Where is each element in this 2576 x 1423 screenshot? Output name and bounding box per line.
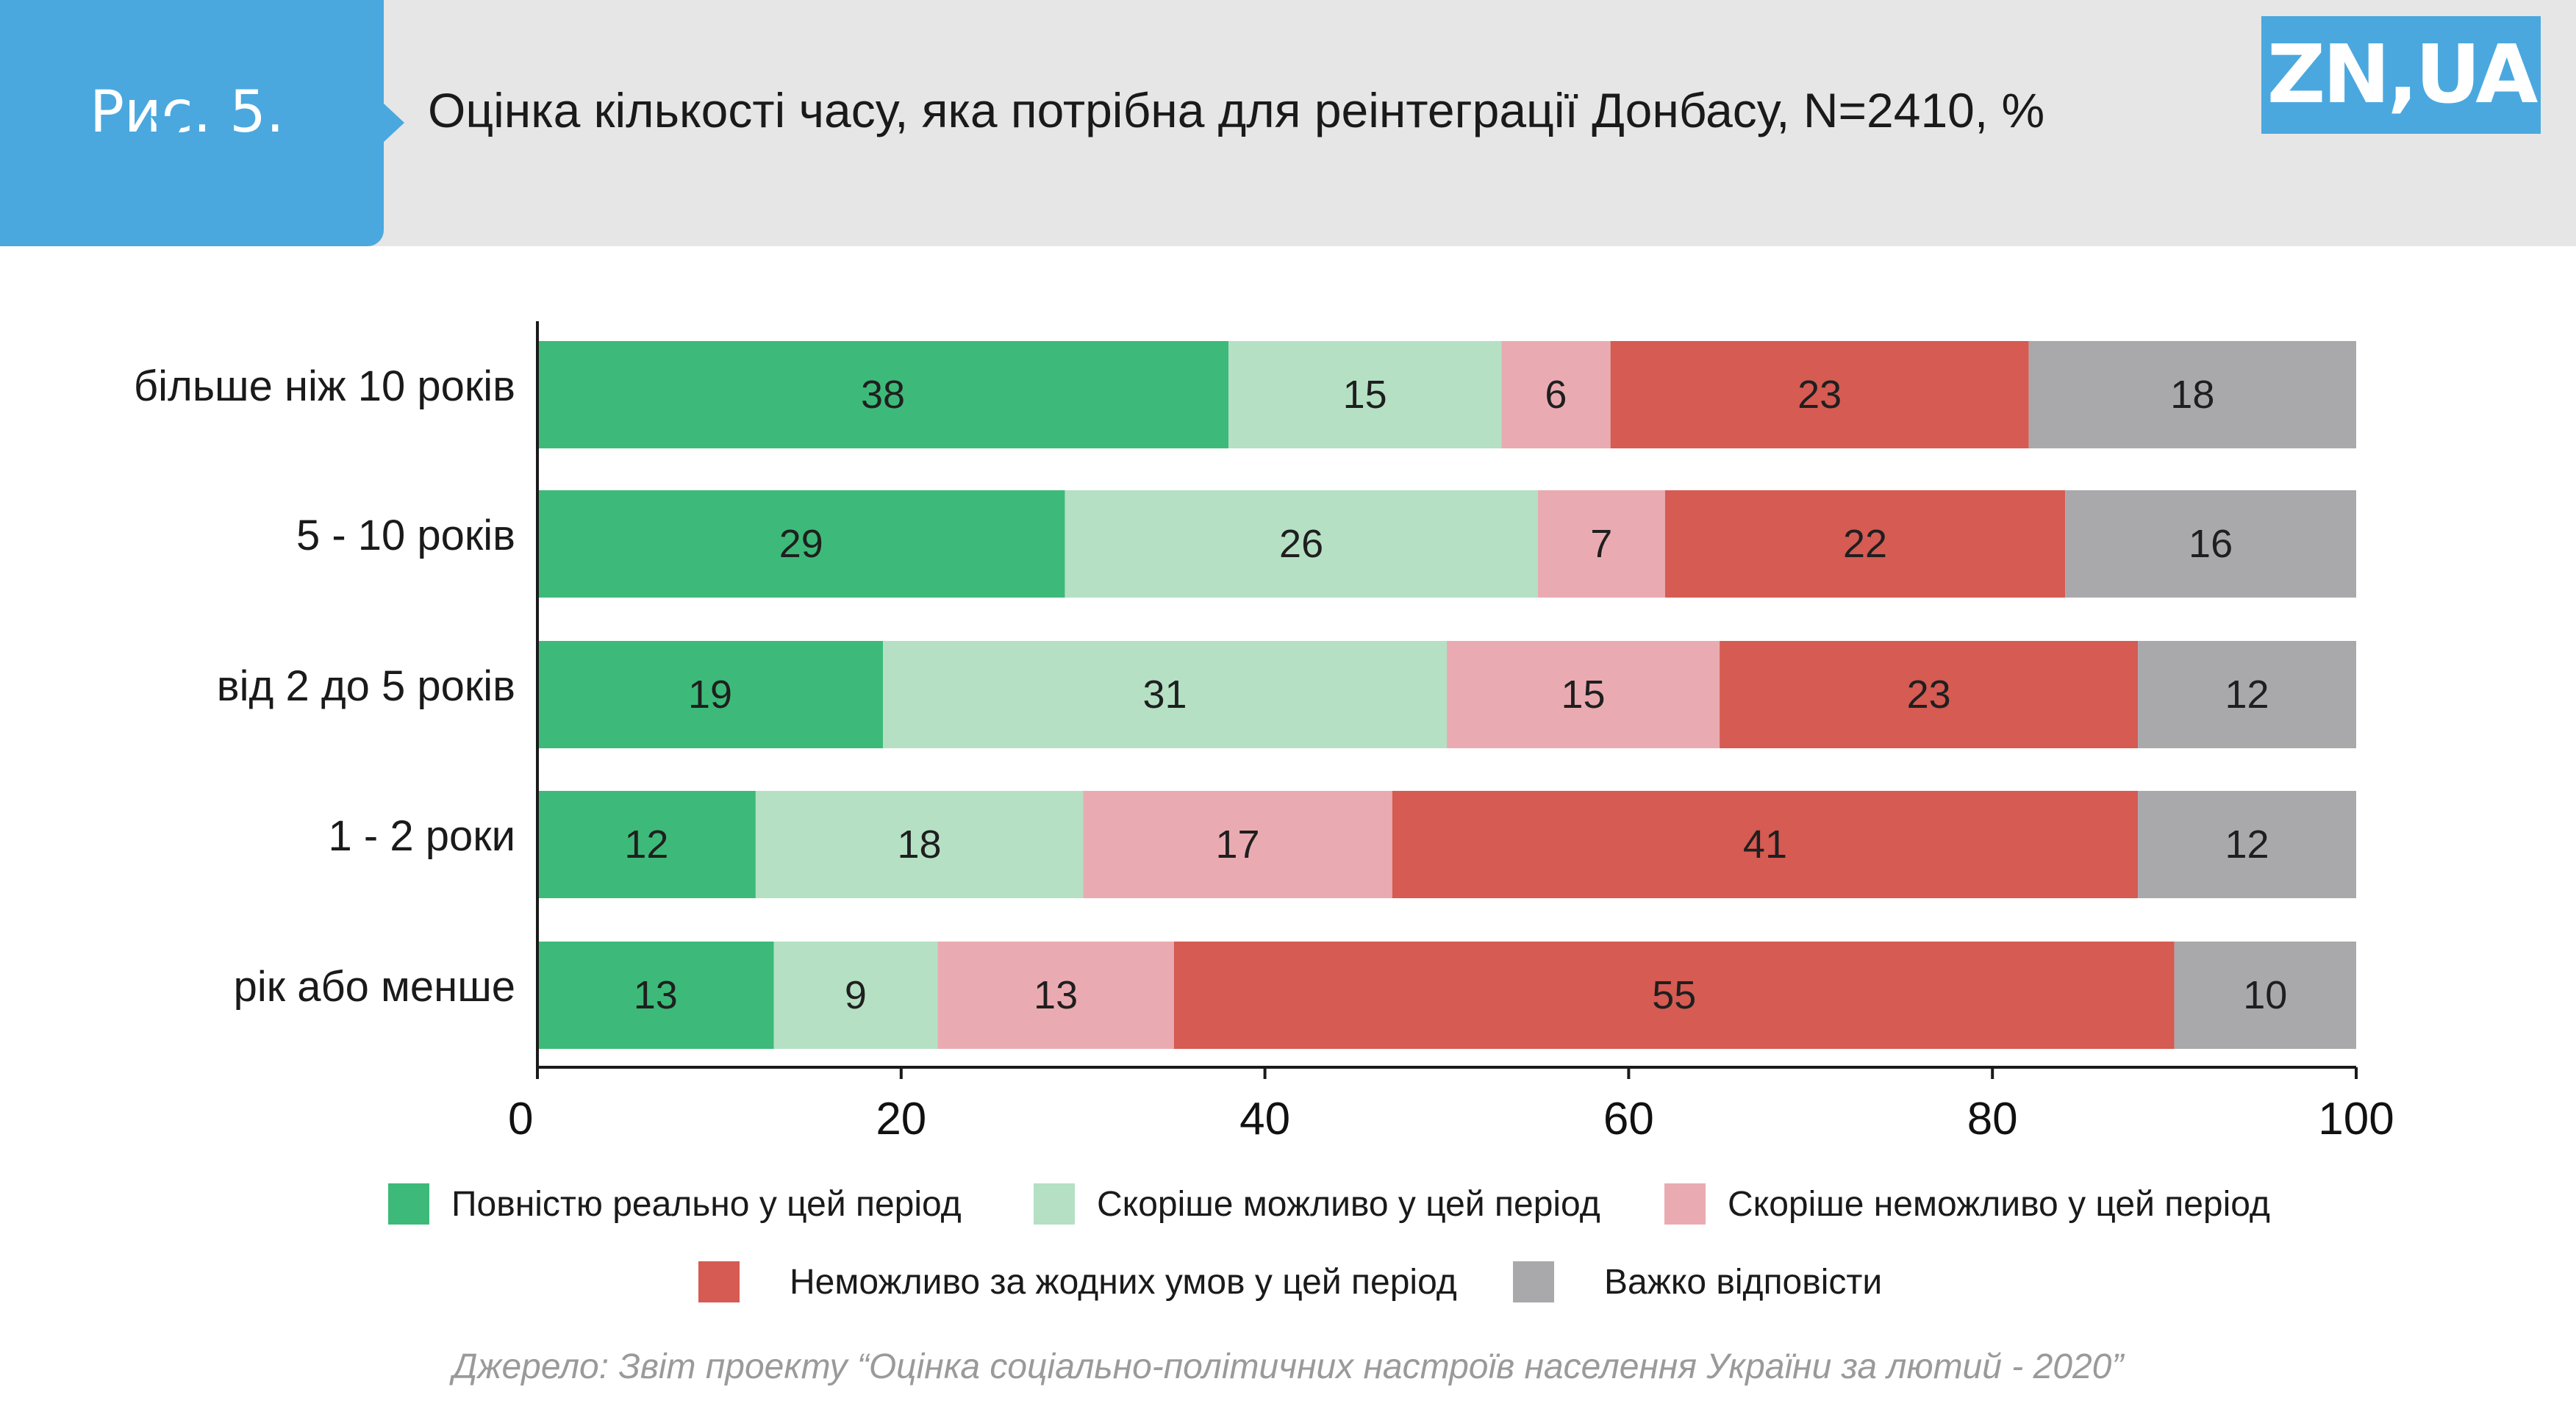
- source-note: Джерело: Звіт проекту “Оцінка соціально-…: [452, 1347, 2124, 1386]
- legend-label: Неможливо за жодних умов у цей період: [790, 1262, 1457, 1302]
- data-label: 19: [688, 673, 732, 717]
- x-tick-label: 40: [1239, 1094, 1290, 1144]
- data-label: 17: [1215, 822, 1259, 867]
- legend-swatch: [1664, 1183, 1706, 1225]
- legend-item: Важко відповісти: [1513, 1260, 1882, 1304]
- x-tick-label: 0: [508, 1094, 533, 1144]
- bar-segment: [1173, 942, 2175, 1049]
- bar-segment: [537, 942, 774, 1049]
- data-label: 12: [624, 822, 668, 867]
- data-label: 55: [1652, 973, 1696, 1017]
- bar-segment: [755, 791, 1084, 898]
- bar-segment: [1065, 490, 1538, 598]
- legend-label: Скоріше можливо у цей період: [1097, 1184, 1600, 1224]
- category-label: рік або менше: [234, 963, 515, 1011]
- legend-swatch: [1513, 1261, 1554, 1302]
- legend-swatch: [1034, 1183, 1075, 1225]
- bar-segment: [1392, 791, 2139, 898]
- data-label: 16: [2189, 522, 2233, 566]
- bar-segment: [2138, 791, 2356, 898]
- data-label: 6: [1545, 373, 1567, 417]
- category-label: більше ніж 10 років: [134, 362, 515, 410]
- data-label: 9: [845, 973, 867, 1017]
- data-label: 41: [1743, 822, 1787, 867]
- figure-tab-arrow: [382, 102, 404, 143]
- data-label: 12: [2225, 822, 2269, 867]
- category-label: 5 - 10 років: [296, 512, 515, 559]
- bar-segment: [1537, 490, 1665, 598]
- logo-speech-tail: [151, 116, 187, 146]
- data-label: 29: [779, 522, 823, 566]
- bar-segment: [2174, 942, 2356, 1049]
- legend-label: Важко відповісти: [1604, 1262, 1883, 1302]
- bar-segment: [883, 641, 1447, 748]
- chart-title: Оцінка кількості часу, яка потрібна для …: [428, 83, 2045, 137]
- legend-label: Скоріше неможливо у цей період: [1728, 1184, 2270, 1224]
- bar-segment: [1447, 641, 1720, 748]
- data-label: 15: [1343, 373, 1387, 417]
- category-label: 1 - 2 роки: [329, 812, 515, 860]
- data-label: 23: [1907, 673, 1951, 717]
- bar-segment: [937, 942, 1174, 1049]
- x-tick-label: 100: [2318, 1094, 2394, 1144]
- legend-swatch: [698, 1261, 740, 1302]
- data-label: 23: [1797, 373, 1842, 417]
- data-label: 31: [1142, 673, 1187, 717]
- data-label: 13: [634, 973, 678, 1017]
- legend-item: Скоріше можливо у цей період: [1034, 1182, 1600, 1226]
- bar-segment: [1610, 341, 2029, 448]
- legend-item: Неможливо за жодних умов у цей період: [698, 1260, 1457, 1304]
- bar-segment: [1664, 490, 2066, 598]
- data-label: 7: [1590, 522, 1612, 566]
- bar-segment: [537, 641, 884, 748]
- x-tick-label: 80: [1967, 1094, 2018, 1144]
- data-label: 18: [2170, 373, 2214, 417]
- bar-segment: [2138, 641, 2356, 748]
- header-band: [0, 0, 2576, 246]
- data-label: 10: [2243, 973, 2287, 1017]
- category-label: від 2 до 5 років: [217, 662, 515, 710]
- figure-tab: [0, 0, 384, 246]
- data-label: 18: [898, 822, 942, 867]
- bar-segment: [537, 791, 756, 898]
- zn-ua-logo: ZN,UA: [2261, 16, 2541, 134]
- bar-segment: [1083, 791, 1392, 898]
- data-label: 38: [861, 373, 905, 417]
- bar-segment: [2028, 341, 2356, 448]
- bar-segment: [773, 942, 938, 1049]
- data-label: 13: [1034, 973, 1078, 1017]
- bar-segment: [537, 490, 1065, 598]
- x-tick-label: 20: [876, 1094, 926, 1144]
- bar-segment: [1228, 341, 1502, 448]
- legend-item: Скоріше неможливо у цей період: [1664, 1182, 2270, 1226]
- legend-item: Повністю реально у цей період: [388, 1182, 962, 1226]
- data-label: 22: [1843, 522, 1887, 566]
- data-label: 15: [1561, 673, 1606, 717]
- x-tick-label: 60: [1603, 1094, 1654, 1144]
- legend-swatch: [388, 1183, 429, 1225]
- bar-segment: [1501, 341, 1611, 448]
- bar-segment: [1720, 641, 2139, 748]
- bar-segment: [2065, 490, 2356, 598]
- logo-text: ZN,UA: [2266, 27, 2539, 121]
- legend-label: Повністю реально у цей період: [451, 1184, 962, 1224]
- bar-segment: [537, 341, 1229, 448]
- data-label: 26: [1279, 522, 1323, 566]
- data-label: 12: [2225, 673, 2269, 717]
